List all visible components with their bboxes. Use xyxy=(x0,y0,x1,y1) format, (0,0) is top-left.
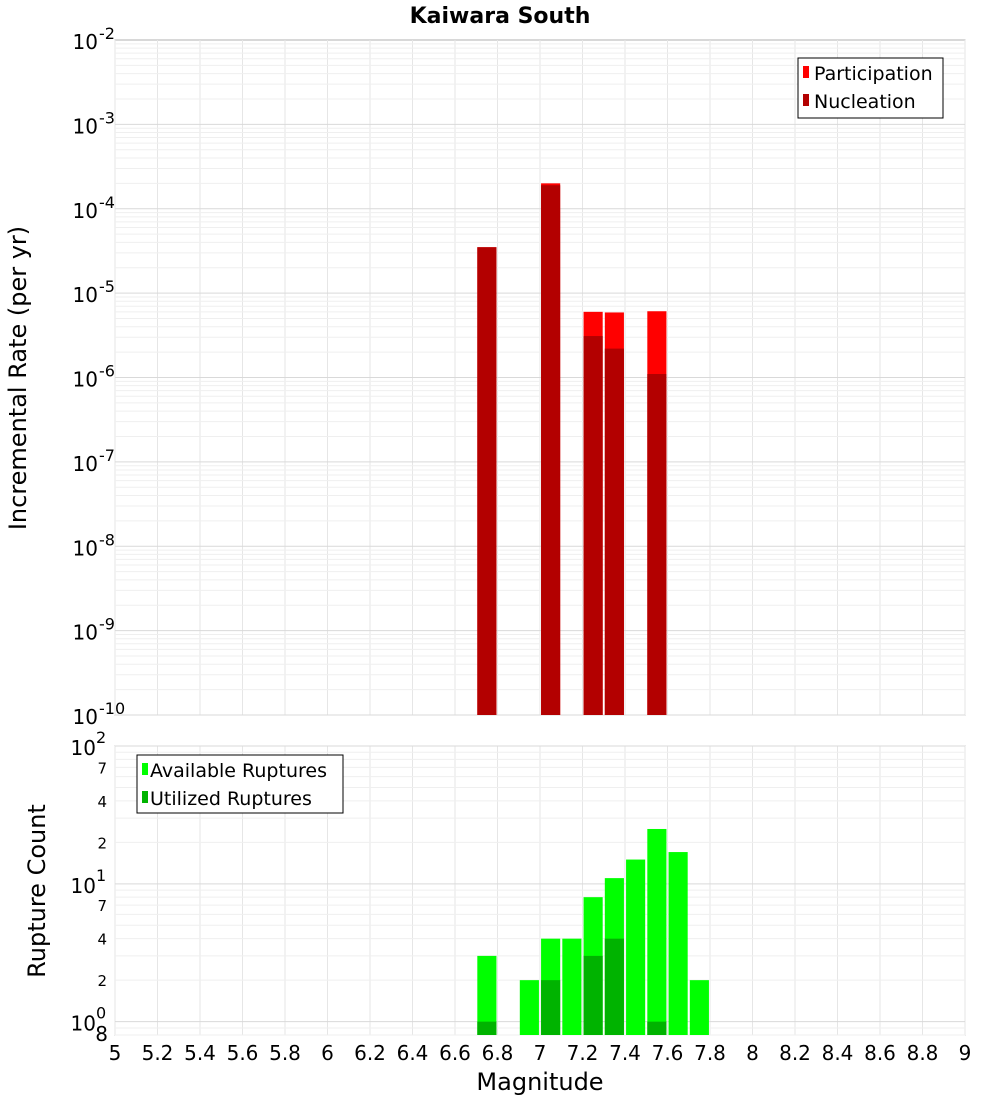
x-tick-label: 8.2 xyxy=(779,1041,811,1065)
rate-y-tick-label: 10 xyxy=(73,536,98,560)
x-tick-label: 9 xyxy=(959,1041,972,1065)
available-ruptures-bar xyxy=(477,955,497,1035)
x-tick-label: 7.8 xyxy=(694,1041,726,1065)
x-tick-label: 6.6 xyxy=(439,1041,471,1065)
available-ruptures-bar xyxy=(562,938,582,1035)
rate-legend-box xyxy=(797,57,944,119)
x-tick-label: 5.8 xyxy=(269,1041,301,1065)
count-legend-box xyxy=(136,754,344,814)
available-ruptures-bar xyxy=(626,859,646,1035)
x-tick-label: 5.6 xyxy=(227,1041,259,1065)
count-bars xyxy=(477,828,709,1035)
x-tick-label: 8.8 xyxy=(907,1041,939,1065)
count-y-minor-label: 7 xyxy=(97,759,107,777)
rate-bars xyxy=(477,183,667,716)
nucleation-bar xyxy=(647,374,667,715)
x-tick-label: 5.4 xyxy=(184,1041,216,1065)
x-axis-ticks: 5 5.2 5.4 5.6 5.8 6 6.2 6.4 6.6 6.8 7 7.2 7.4 7.6 7.8 8… xyxy=(109,1041,972,1065)
utilized-legend-swatch xyxy=(142,791,148,803)
x-tick-label: 5.2 xyxy=(142,1041,174,1065)
x-tick-label: 6.2 xyxy=(354,1041,386,1065)
rate-y-tick-exponent: -2 xyxy=(99,24,115,43)
count-y-minor-label: 8 xyxy=(95,1022,108,1046)
x-tick-label: 6 xyxy=(321,1041,334,1065)
x-tick-label: 5 xyxy=(109,1041,122,1065)
rate-legend: Participation Nucleation xyxy=(797,57,944,119)
count-y-tick-label: 10 xyxy=(71,874,96,898)
utilized-ruptures-bar xyxy=(604,938,624,1035)
utilized-ruptures-bar xyxy=(583,955,603,1035)
rate-y-tick-exponent: -10 xyxy=(99,699,125,718)
chart-title: Kaiwara South xyxy=(410,4,591,29)
x-tick-label: 8.6 xyxy=(864,1041,896,1065)
rate-y-tick-exponent: -7 xyxy=(99,446,115,465)
rate-y-tick-label: 10 xyxy=(73,114,98,138)
rate-grid xyxy=(114,40,966,716)
x-tick-label: 6.4 xyxy=(397,1041,429,1065)
count-legend: Available Ruptures Utilized Ruptures xyxy=(136,754,344,814)
count-y-minor-label: 4 xyxy=(97,793,107,811)
available-ruptures-bar xyxy=(519,980,539,1035)
available-ruptures-bar xyxy=(647,828,667,1035)
x-tick-label: 7.2 xyxy=(567,1041,599,1065)
rate-y-tick-label: 10 xyxy=(73,452,98,476)
participation-legend-label: Participation xyxy=(814,63,933,85)
count-y-tick-exponent: 1 xyxy=(96,866,106,885)
x-tick-label: 7.4 xyxy=(609,1041,641,1065)
nucleation-bar xyxy=(604,348,624,715)
rate-y-tick-exponent: -8 xyxy=(99,530,115,549)
count-y-tick-exponent: 2 xyxy=(96,728,106,747)
x-tick-label: 6.8 xyxy=(482,1041,514,1065)
rate-y-tick-label: 10 xyxy=(73,368,98,392)
utilized-legend-label: Utilized Ruptures xyxy=(150,788,312,810)
x-tick-label: 7 xyxy=(534,1041,547,1065)
count-y-tick-label: 10 xyxy=(71,736,96,760)
count-y-minor-label: 4 xyxy=(97,931,107,949)
nucleation-bar xyxy=(541,185,561,715)
x-tick-label: 7.6 xyxy=(652,1041,684,1065)
count-y-minor-label: 2 xyxy=(97,972,107,990)
count-y-tick-label: 10 xyxy=(71,1012,96,1036)
rate-y-tick-label: 10 xyxy=(73,30,98,54)
nucleation-legend-swatch xyxy=(803,94,809,106)
x-tick-label: 8 xyxy=(746,1041,759,1065)
count-y-tick-exponent: 0 xyxy=(96,1004,106,1023)
rate-y-tick-label: 10 xyxy=(73,283,98,307)
count-y-minor-label: 7 xyxy=(97,897,107,915)
rate-y-tick-exponent: -6 xyxy=(99,362,115,381)
available-ruptures-bar xyxy=(689,980,709,1035)
participation-legend-swatch xyxy=(803,66,809,78)
utilized-ruptures-bar xyxy=(477,1021,497,1035)
utilized-ruptures-bar xyxy=(647,1021,667,1035)
available-legend-swatch xyxy=(142,763,148,775)
rate-y-tick-exponent: -4 xyxy=(99,193,115,212)
nucleation-legend-label: Nucleation xyxy=(814,91,916,113)
rate-y-tick-label: 10 xyxy=(73,621,98,645)
available-ruptures-bar xyxy=(668,852,688,1035)
available-legend-label: Available Ruptures xyxy=(150,760,327,782)
count-y-axis-label: Rupture Count xyxy=(23,804,51,978)
x-axis-label: Magnitude xyxy=(476,1068,603,1096)
nucleation-bar xyxy=(583,336,603,715)
count-y-minor-label: 2 xyxy=(97,834,107,852)
x-tick-label: 8.4 xyxy=(822,1041,854,1065)
utilized-ruptures-bar xyxy=(541,980,561,1035)
rate-y-tick-label: 10 xyxy=(73,705,98,729)
rate-y-axis-label: Incremental Rate (per yr) xyxy=(4,226,32,530)
rate-y-tick-exponent: -9 xyxy=(99,615,115,634)
rate-y-tick-exponent: -3 xyxy=(99,108,115,127)
rate-y-tick-label: 10 xyxy=(73,199,98,223)
rate-y-tick-exponent: -5 xyxy=(99,277,115,296)
nucleation-bar xyxy=(477,247,497,716)
